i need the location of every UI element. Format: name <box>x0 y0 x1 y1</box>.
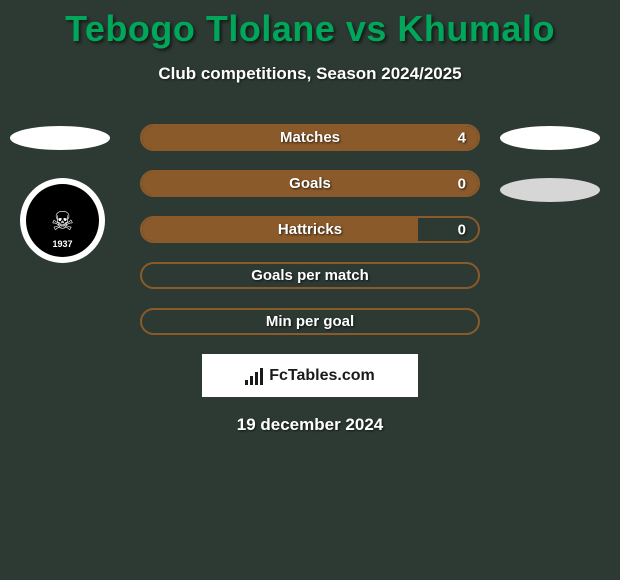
stat-row: Goals per match <box>140 262 480 289</box>
stat-value: 0 <box>458 175 466 192</box>
stat-label: Min per goal <box>266 313 354 330</box>
stats-container: Matches 4 Goals 0 Hattricks 0 Goals per … <box>0 124 620 335</box>
bars-icon <box>245 367 263 385</box>
stat-value: 0 <box>458 221 466 238</box>
page-date: 19 december 2024 <box>0 415 620 435</box>
stat-row: Matches 4 <box>140 124 480 151</box>
stat-row: Goals 0 <box>140 170 480 197</box>
stat-value: 4 <box>458 129 466 146</box>
stat-row: Min per goal <box>140 308 480 335</box>
page-title: Tebogo Tlolane vs Khumalo <box>0 0 620 50</box>
page-subtitle: Club competitions, Season 2024/2025 <box>0 64 620 84</box>
stat-label: Matches <box>280 129 340 146</box>
stat-label: Hattricks <box>278 221 342 238</box>
branding-box[interactable]: FcTables.com <box>202 354 418 397</box>
stat-label: Goals per match <box>251 267 369 284</box>
branding-text: FcTables.com <box>269 367 375 385</box>
stat-row: Hattricks 0 <box>140 216 480 243</box>
stat-label: Goals <box>289 175 331 192</box>
